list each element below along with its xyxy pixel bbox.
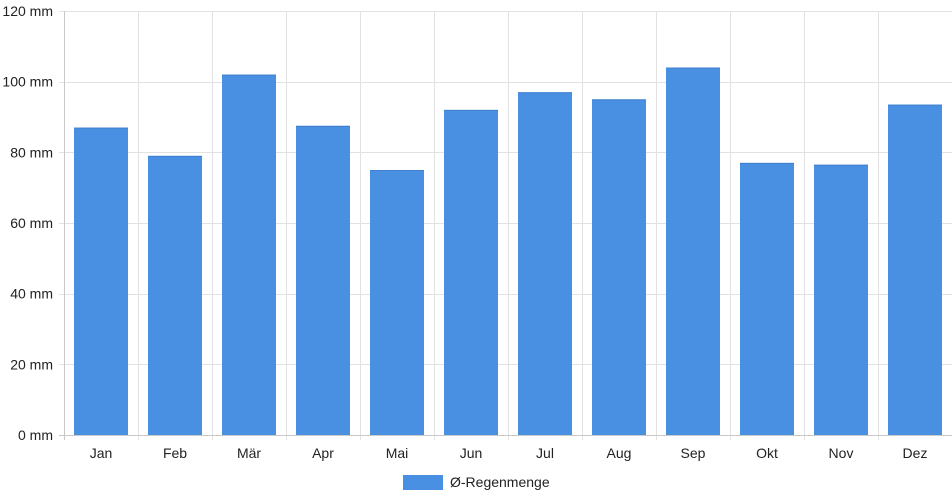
bar-sep[interactable] xyxy=(666,67,720,435)
bar-nov[interactable] xyxy=(814,164,868,435)
bar-feb[interactable] xyxy=(148,155,202,435)
x-tick-label: Feb xyxy=(163,445,187,461)
bar-mär[interactable] xyxy=(222,74,276,435)
bar-apr[interactable] xyxy=(296,125,350,435)
legend-swatch xyxy=(403,475,443,490)
y-tick-label: 60 mm xyxy=(10,215,53,231)
bar-mai[interactable] xyxy=(370,170,424,435)
x-tick-label: Sep xyxy=(681,445,706,461)
y-tick-label: 100 mm xyxy=(2,74,53,90)
x-tick-label: Jul xyxy=(536,445,554,461)
bars xyxy=(74,67,942,436)
x-tick-label: Dez xyxy=(903,445,928,461)
x-tick-label: Nov xyxy=(829,445,854,461)
y-tick-label: 0 mm xyxy=(18,427,53,443)
y-tick-label: 20 mm xyxy=(10,356,53,372)
x-tick-label: Aug xyxy=(607,445,632,461)
x-tick-label: Mär xyxy=(237,445,261,461)
x-tick-label: Apr xyxy=(312,445,334,461)
bar-jan[interactable] xyxy=(74,127,128,435)
x-tick-label: Jun xyxy=(460,445,483,461)
y-tick-label: 120 mm xyxy=(2,3,53,19)
bar-aug[interactable] xyxy=(592,99,646,435)
legend[interactable]: Ø-Regenmenge xyxy=(403,474,550,490)
x-tick-label: Okt xyxy=(756,445,778,461)
legend-label: Ø-Regenmenge xyxy=(450,474,550,490)
grid xyxy=(59,11,952,440)
axes xyxy=(59,11,952,440)
y-axis-tick-labels: 0 mm 20 mm 40 mm 60 mm 80 mm 100 mm 120 mm xyxy=(2,3,53,443)
x-tick-label: Jan xyxy=(90,445,113,461)
bar-jun[interactable] xyxy=(444,109,498,436)
x-tick-label: Mai xyxy=(386,445,409,461)
bar-okt[interactable] xyxy=(740,162,794,435)
y-tick-label: 40 mm xyxy=(10,286,53,302)
bar-dez[interactable] xyxy=(888,104,942,435)
y-tick-label: 80 mm xyxy=(10,144,53,160)
x-axis-tick-labels: Jan Feb Mär Apr Mai Jun Jul Aug Sep Okt Nov Dez xyxy=(90,445,928,461)
bar-jul[interactable] xyxy=(518,92,572,436)
